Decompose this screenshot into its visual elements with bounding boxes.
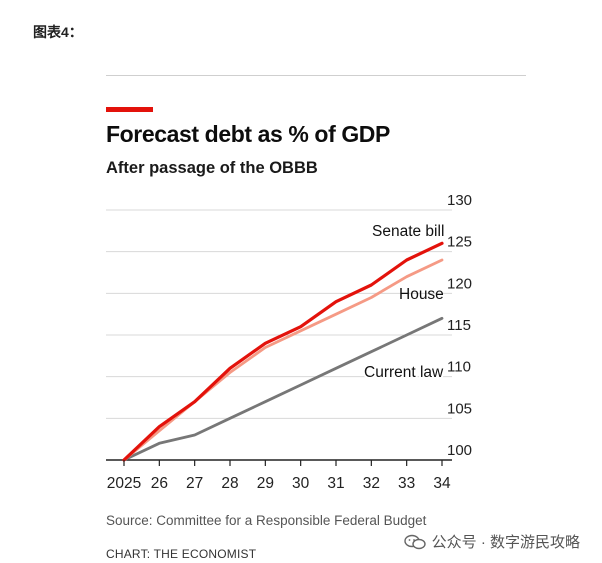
series-line-senate-bill — [122, 241, 444, 462]
wechat-icon — [403, 534, 426, 549]
y-tick-label: 130 — [447, 192, 472, 209]
grid-lines — [106, 209, 452, 461]
top-rule — [106, 75, 526, 76]
series-lines — [122, 241, 444, 462]
x-tick-label: 2025 — [107, 475, 141, 492]
chart-subtitle: After passage of the OBBB — [106, 159, 318, 177]
x-tick-label: 34 — [433, 475, 451, 492]
figure-label: 图表4： — [33, 24, 83, 40]
y-tick-label: 115 — [447, 317, 471, 334]
x-tick-label: 33 — [398, 475, 415, 492]
x-tick-label: 29 — [257, 475, 274, 492]
chart-title: Forecast debt as % of GDP — [106, 121, 390, 147]
source-note: Source: Committee for a Responsible Fede… — [106, 513, 427, 528]
x-ticks: 2025 26 27 28 29 30 31 32 33 34 — [107, 460, 451, 492]
series-line-current-law — [122, 316, 444, 462]
x-tick-label: 30 — [292, 475, 310, 492]
x-tick-label: 26 — [151, 475, 168, 492]
chart-credit: CHART: THE ECONOMIST — [106, 547, 257, 561]
wechat-watermark: 公众号 · 数字游民攻略 — [403, 531, 580, 552]
y-tick-label: 120 — [447, 275, 472, 292]
watermark-text: 公众号 · 数字游民攻略 — [431, 534, 580, 551]
x-tick-label: 28 — [221, 475, 238, 492]
y-tick-labels: 100 105 110 115 120 125 130 — [447, 192, 472, 459]
series-labels: Senate bill House Current law — [362, 223, 446, 383]
economist-red-tag — [106, 107, 153, 112]
y-tick-label: 110 — [447, 359, 471, 376]
x-tick-label: 27 — [186, 475, 203, 492]
y-tick-label: 105 — [447, 400, 472, 417]
x-tick-label: 31 — [327, 475, 344, 492]
y-tick-label: 100 — [447, 442, 472, 459]
y-tick-label: 125 — [447, 234, 472, 251]
series-label-current-law: Current law — [364, 364, 444, 381]
x-tick-label: 32 — [363, 475, 380, 492]
series-label-house: House — [399, 286, 444, 303]
series-label-senate-bill: Senate bill — [372, 223, 444, 240]
series-line-house — [122, 258, 444, 462]
